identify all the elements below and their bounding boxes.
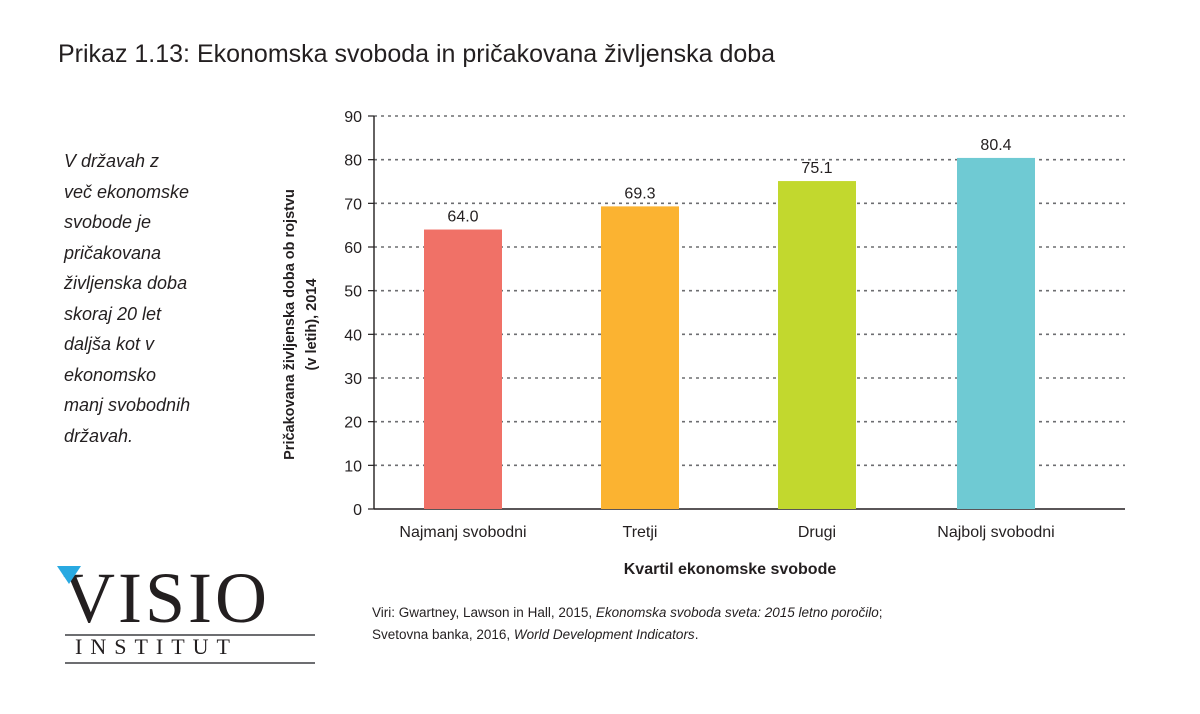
x-tick-label: Najmanj svobodni [399,524,526,541]
visio-institut-logo: VISIO INSTITUT [55,562,325,672]
y-tick-label: 70 [344,196,362,213]
y-axis-title-line-1: Pričakovana življenska doba ob rojstvu [282,189,298,460]
x-axis-title: Kvartil ekonomske svobode [624,561,837,578]
bar [601,206,679,509]
y-tick-label: 90 [344,109,362,126]
y-axis-title-line-2: (v letih), 2014 [304,279,320,371]
data-label: 69.3 [624,185,655,202]
data-label: 64.0 [447,209,478,226]
source-note: Viri: Gwartney, Lawson in Hall, 2015, Ek… [372,602,1112,646]
logo-triangle-icon [57,566,81,584]
source-part-4: . [694,627,699,642]
source-part-3: Svetovna banka, 2016, [372,627,514,642]
logo-rule-bottom [65,662,315,664]
y-tick-label: 50 [344,284,362,301]
source-part-1: Viri: Gwartney, Lawson in Hall, 2015, [372,605,596,620]
chart-title: Prikaz 1.13: Ekonomska svoboda in pričak… [58,40,776,68]
y-tick-label: 60 [344,240,362,257]
bar [778,181,856,509]
y-tick-label: 30 [344,371,362,388]
y-tick-label: 0 [353,502,362,519]
bar [424,229,502,510]
source-title-2: World Development Indicators [513,627,695,642]
bar [957,157,1035,510]
logo-wordmark: VISIO [63,558,270,638]
y-tick-label: 20 [344,415,362,432]
logo-subtitle: INSTITUT [75,634,238,659]
data-label: 80.4 [980,137,1011,154]
x-tick-label: Najbolj svobodni [937,524,1054,541]
x-tick-label: Drugi [798,524,836,541]
side-note: V državah z več ekonomske svobode je pri… [64,151,191,446]
y-tick-label: 80 [344,153,362,170]
data-label: 75.1 [801,160,832,177]
x-tick-label: Tretji [623,524,658,541]
y-tick-label: 10 [344,458,362,475]
source-part-2: ; [878,605,883,620]
logo-rule-top [65,634,315,636]
y-tick-label: 40 [344,327,362,344]
source-title-1: Ekonomska svoboda sveta: 2015 letno poro… [595,605,879,620]
